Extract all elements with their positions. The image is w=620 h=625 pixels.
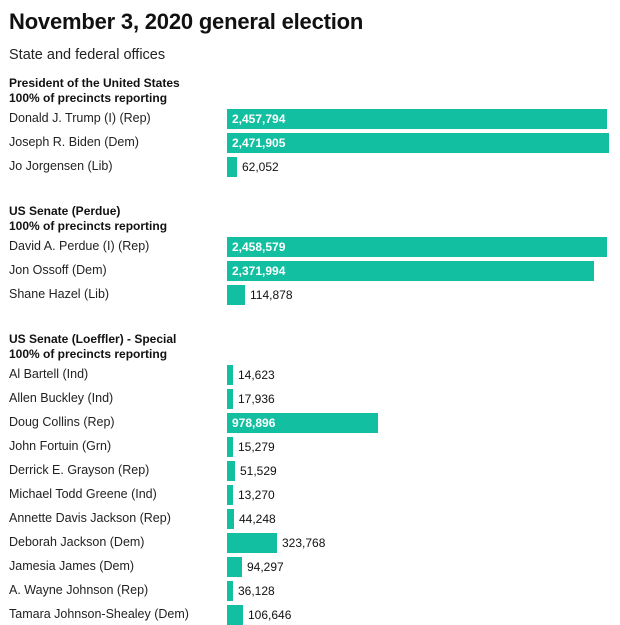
candidate-name: Donald J. Trump (I) (Rep): [9, 111, 151, 125]
candidate-name: John Fortuin (Grn): [9, 439, 112, 453]
vote-count-label: 978,896: [232, 416, 276, 430]
vote-count-label: 36,128: [238, 584, 275, 598]
vote-count-label: 2,457,794: [232, 112, 286, 126]
candidate-name: Shane Hazel (Lib): [9, 287, 110, 301]
vote-bar: [227, 533, 277, 553]
vote-bar: [227, 389, 233, 409]
candidate-name: Jamesia James (Dem): [9, 559, 135, 573]
vote-count-label: 94,297: [247, 560, 284, 574]
vote-count-label: 51,529: [240, 464, 277, 478]
candidate-name: Deborah Jackson (Dem): [9, 535, 145, 549]
vote-count-label: 62,052: [242, 160, 279, 174]
page-title: November 3, 2020 general election: [9, 9, 364, 34]
vote-count-label: 323,768: [282, 536, 326, 550]
vote-count-label: 114,878: [250, 288, 293, 302]
vote-bar: [227, 485, 233, 505]
vote-count-label: 13,270: [238, 488, 275, 502]
candidate-name: Annette Davis Jackson (Rep): [9, 511, 171, 525]
vote-count-label: 14,623: [238, 368, 275, 382]
candidate-name: Jo Jorgensen (Lib): [9, 159, 113, 173]
candidate-name: Jon Ossoff (Dem): [9, 263, 107, 277]
vote-bar: [227, 109, 607, 129]
vote-bar: [227, 261, 594, 281]
vote-bar: [227, 285, 245, 305]
vote-bar: [227, 509, 234, 529]
section-title: President of the United States: [9, 76, 180, 90]
candidate-name: Allen Buckley (Ind): [9, 391, 114, 405]
vote-bar: [227, 581, 233, 601]
vote-bar: [227, 365, 233, 385]
section-title: US Senate (Loeffler) - Special: [9, 332, 177, 346]
vote-count-label: 2,471,905: [232, 136, 286, 150]
section-subtitle: 100% of precincts reporting: [9, 347, 168, 361]
vote-bar: [227, 413, 378, 433]
vote-count-label: 17,936: [238, 392, 275, 406]
section-subtitle: 100% of precincts reporting: [9, 91, 168, 105]
candidate-name: Doug Collins (Rep): [9, 415, 115, 429]
candidate-name: Michael Todd Greene (Ind): [9, 487, 157, 501]
page-subtitle: State and federal offices: [9, 47, 166, 63]
vote-count-label: 15,279: [238, 440, 275, 454]
candidate-name: Tamara Johnson-Shealey (Dem): [9, 607, 189, 621]
vote-bar: [227, 557, 242, 577]
section-subtitle: 100% of precincts reporting: [9, 219, 168, 233]
vote-count-label: 2,371,994: [232, 264, 286, 278]
section-title: US Senate (Perdue): [9, 204, 121, 218]
vote-count-label: 106,646: [248, 608, 292, 622]
vote-bar: [227, 157, 237, 177]
candidate-name: A. Wayne Johnson (Rep): [9, 583, 149, 597]
vote-bar: [227, 133, 609, 153]
vote-bar: [227, 437, 233, 457]
vote-bar: [227, 461, 235, 481]
candidate-name: Joseph R. Biden (Dem): [9, 135, 139, 149]
candidate-name: Derrick E. Grayson (Rep): [9, 463, 150, 477]
vote-count-label: 2,458,579: [232, 240, 286, 254]
candidate-name: Al Bartell (Ind): [9, 367, 89, 381]
vote-bar: [227, 237, 607, 257]
candidate-name: David A. Perdue (I) (Rep): [9, 239, 150, 253]
vote-bar: [227, 605, 243, 625]
vote-count-label: 44,248: [239, 512, 276, 526]
